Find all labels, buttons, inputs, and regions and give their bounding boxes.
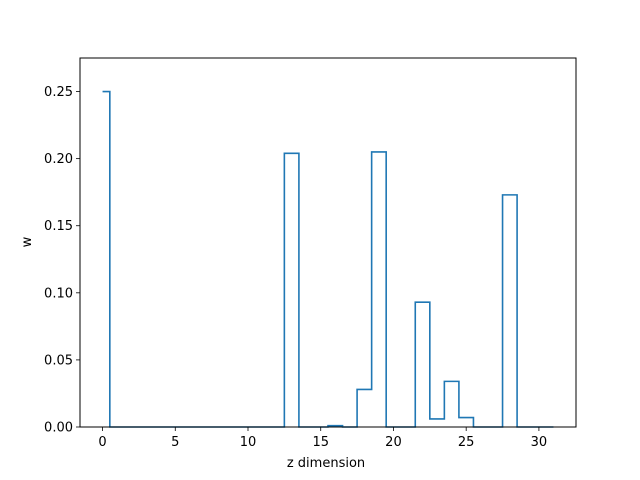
plot-frame	[79, 57, 577, 428]
y-tick-label: 0.05	[44, 353, 73, 368]
y-tick-label: 0.15	[44, 219, 73, 234]
y-tick-label: 0.25	[44, 85, 73, 100]
y-tick-label: 0.10	[44, 286, 73, 301]
x-tick-label: 20	[385, 435, 402, 450]
x-tick-label: 0	[98, 435, 106, 450]
x-tick-label: 15	[312, 435, 329, 450]
x-axis: 0 5 10 15 20 25 30	[98, 427, 547, 450]
y-tick-label: 0.20	[44, 152, 73, 167]
y-axis-label: w	[20, 236, 35, 247]
y-axis: 0.00 0.05 0.10 0.15 0.20 0.25	[44, 85, 80, 436]
x-tick-label: 25	[458, 435, 475, 450]
x-axis-label: z dimension	[287, 456, 365, 471]
x-tick-label: 10	[240, 435, 257, 450]
x-tick-label: 5	[171, 435, 179, 450]
y-tick-label: 0.00	[44, 421, 73, 436]
x-tick-label: 30	[531, 435, 548, 450]
